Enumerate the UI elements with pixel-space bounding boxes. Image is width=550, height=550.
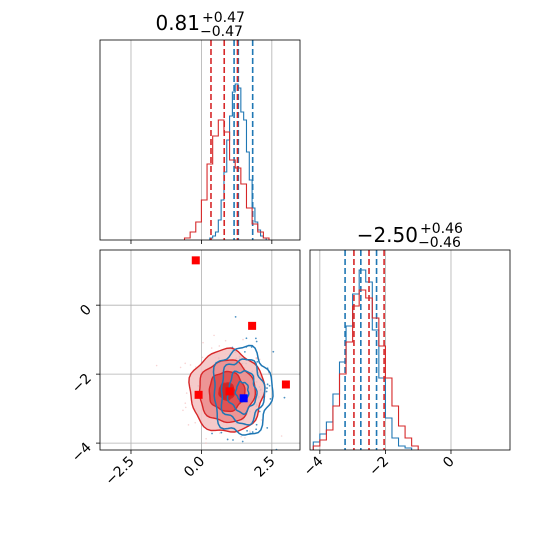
blue-sample-point — [243, 350, 246, 353]
blue-sample-point — [226, 438, 229, 441]
red-sample-point — [189, 364, 192, 366]
bottom-right-title-plus: +0.46 — [420, 221, 463, 237]
blue-sample-point — [255, 428, 258, 431]
panel-top-left-histograms — [183, 40, 270, 240]
blue-sample-point — [268, 384, 271, 387]
red-sample-point — [210, 347, 213, 349]
red-sample-point — [205, 442, 207, 444]
red-sample-point — [202, 341, 204, 344]
red-sample-point — [242, 338, 244, 341]
blue-sample-point — [251, 431, 254, 433]
panel-bottom-right-histograms — [312, 250, 419, 450]
blue-sample-point — [245, 337, 248, 340]
blue-sample-point — [266, 387, 268, 389]
red-sample-point — [280, 435, 283, 437]
histogram-series-0 — [312, 269, 413, 450]
blue-contour-level-0 — [212, 344, 274, 436]
blue-sample-point — [211, 432, 213, 435]
blue-sample-point — [234, 315, 237, 318]
red-marker-1 — [248, 321, 257, 330]
red-sample-point — [213, 334, 215, 337]
blue-sample-point — [269, 398, 272, 400]
red-sample-point — [184, 362, 187, 365]
blue-sample-point — [220, 431, 223, 434]
top-left-title-plus: +0.47 — [202, 10, 245, 26]
red-sample-point — [187, 424, 190, 426]
blue-sample-point — [254, 337, 257, 340]
x-tick-label-2: 2.5 — [252, 454, 279, 481]
blue-sample-point — [246, 429, 248, 432]
x-tick-label-0: −4 — [301, 453, 327, 479]
red-sample-point — [260, 419, 263, 421]
panel-bottom-right-frame — [309, 249, 511, 451]
blue-sample-point — [255, 423, 258, 426]
top-left-title-minus: −0.47 — [200, 24, 243, 40]
blue-sample-point — [283, 396, 286, 399]
panel-bottom-left-scatter — [155, 256, 290, 470]
x-tick-label-1: −2 — [366, 454, 392, 480]
red-marker-3 — [194, 390, 203, 399]
blue-sample-point — [272, 350, 275, 353]
blue-sample-point — [241, 440, 244, 443]
top-left-title-value: 0.81 — [155, 11, 200, 35]
red-sample-point — [255, 357, 257, 359]
red-sample-point — [184, 406, 187, 409]
x-tick-label-0: −2.5 — [102, 454, 137, 489]
blue-sample-point — [256, 360, 259, 363]
y-tick-label-2: 0 — [77, 302, 95, 320]
panel-bottom-left-frame — [99, 249, 301, 451]
bottom-right-title-minus: −0.46 — [418, 235, 461, 251]
x-tick-label-1: 0.0 — [181, 454, 208, 481]
red-sample-point — [219, 432, 221, 434]
red-sample-point — [179, 366, 182, 369]
panel-bottom-right: −4 −2 0 −2.50 +0.46 −0.46 — [301, 221, 511, 479]
blue-sample-point — [265, 390, 268, 393]
panel-top-left-ticks — [130, 240, 273, 244]
y-tick-label-0: −4 — [69, 440, 95, 466]
histogram-series-1 — [312, 289, 419, 450]
blue-sample-point — [266, 383, 269, 386]
panel-top-left: 0.81 +0.47 −0.47 — [99, 10, 301, 244]
panel-bottom-left: −2.5 0.0 2.5 −4 −2 0 — [69, 249, 301, 489]
red-sample-point — [218, 345, 221, 347]
histogram-series-1 — [183, 119, 270, 240]
blue-sample-point — [232, 439, 234, 441]
red-sample-point — [184, 402, 187, 404]
red-sample-point — [182, 409, 184, 412]
red-sample-point — [155, 364, 158, 367]
y-tick-label-1: −2 — [69, 371, 95, 397]
red-sample-point — [194, 421, 197, 424]
red-sample-point — [195, 366, 197, 368]
blue-contour-level-1 — [220, 358, 266, 426]
bottom-right-title-value: −2.50 — [357, 223, 418, 247]
red-sample-point — [201, 356, 204, 359]
x-tick-label-2: 0 — [440, 454, 458, 472]
blue-marker-0 — [239, 394, 248, 403]
red-marker-0 — [191, 256, 200, 265]
panel-top-left-frame — [99, 39, 301, 241]
blue-sample-point — [235, 450, 237, 452]
blue-sample-point — [255, 340, 258, 343]
panel-bottom-right-ticks: −4 −2 0 — [301, 450, 458, 479]
red-marker-4 — [225, 387, 234, 396]
blue-sample-point — [266, 427, 269, 429]
red-sample-point — [185, 392, 188, 394]
blue-sample-point — [258, 410, 261, 413]
red-sample-point — [224, 339, 227, 342]
red-marker-2 — [281, 380, 290, 389]
red-sample-point — [249, 430, 251, 433]
red-sample-point — [244, 437, 246, 439]
blue-sample-point — [226, 468, 228, 470]
red-sample-point — [240, 435, 242, 438]
red-sample-point — [205, 437, 207, 440]
